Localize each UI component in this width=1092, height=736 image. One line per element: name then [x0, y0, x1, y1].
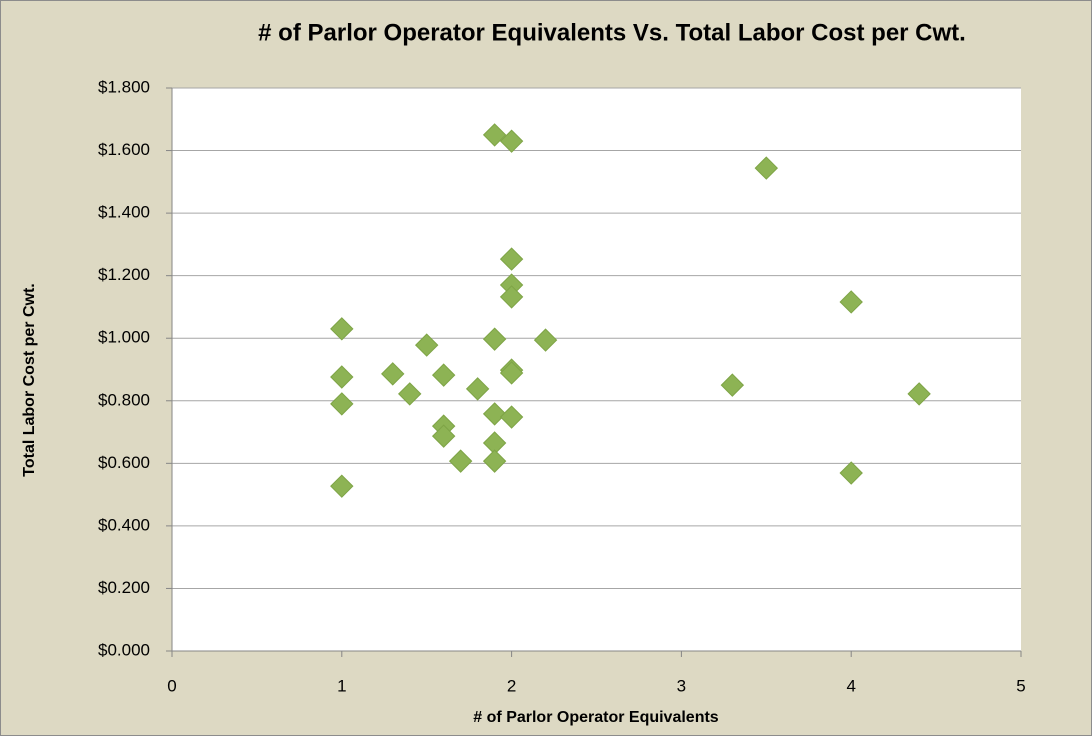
y-tick-label: $0.200: [98, 578, 150, 597]
marker: [448, 449, 473, 473]
y-tick-label: $0.600: [98, 453, 150, 472]
y-tick-label: $1.000: [98, 328, 150, 347]
marker: [839, 461, 863, 485]
marker: [330, 365, 354, 389]
marker: [499, 247, 524, 271]
marker: [754, 156, 779, 180]
marker: [330, 474, 354, 498]
x-tick-label: 5: [1016, 676, 1025, 695]
marker: [499, 285, 524, 309]
marker: [330, 392, 354, 416]
x-tick-label: 2: [507, 676, 516, 695]
marker: [431, 363, 456, 387]
marker: [482, 449, 507, 473]
y-tick-label: $1.800: [98, 77, 150, 96]
y-tick-label: $1.200: [98, 265, 150, 284]
plot-area: [172, 88, 1021, 651]
marker: [465, 377, 490, 401]
marker: [398, 382, 422, 406]
marker: [414, 333, 439, 357]
y-tick-label: $0.800: [98, 390, 150, 409]
x-tick-label: 1: [337, 676, 346, 695]
x-tick-label: 0: [167, 676, 176, 695]
marker: [839, 290, 863, 314]
y-tick-label: $1.400: [98, 203, 150, 222]
x-axis-title: # of Parlor Operator Equivalents: [473, 709, 719, 726]
marker: [330, 317, 354, 341]
x-tick-label: 4: [846, 676, 855, 695]
marker: [482, 123, 507, 147]
y-tick-label: $0.400: [98, 515, 150, 534]
marker: [482, 327, 507, 351]
marker: [431, 424, 456, 448]
y-axis-title: Total Labor Cost per Cwt.: [21, 283, 38, 476]
chart-title: # of Parlor Operator Equivalents Vs. Tot…: [258, 19, 966, 46]
y-tick-label: $0.000: [98, 640, 150, 659]
x-tick-label: 3: [677, 676, 686, 695]
marker: [533, 328, 558, 352]
marker: [499, 405, 524, 429]
marker: [499, 361, 524, 385]
marker: [499, 129, 524, 153]
marker: [381, 362, 405, 386]
marker: [482, 402, 507, 426]
marker: [907, 382, 931, 406]
marker: [720, 373, 745, 397]
y-tick-label: $1.600: [98, 140, 150, 159]
